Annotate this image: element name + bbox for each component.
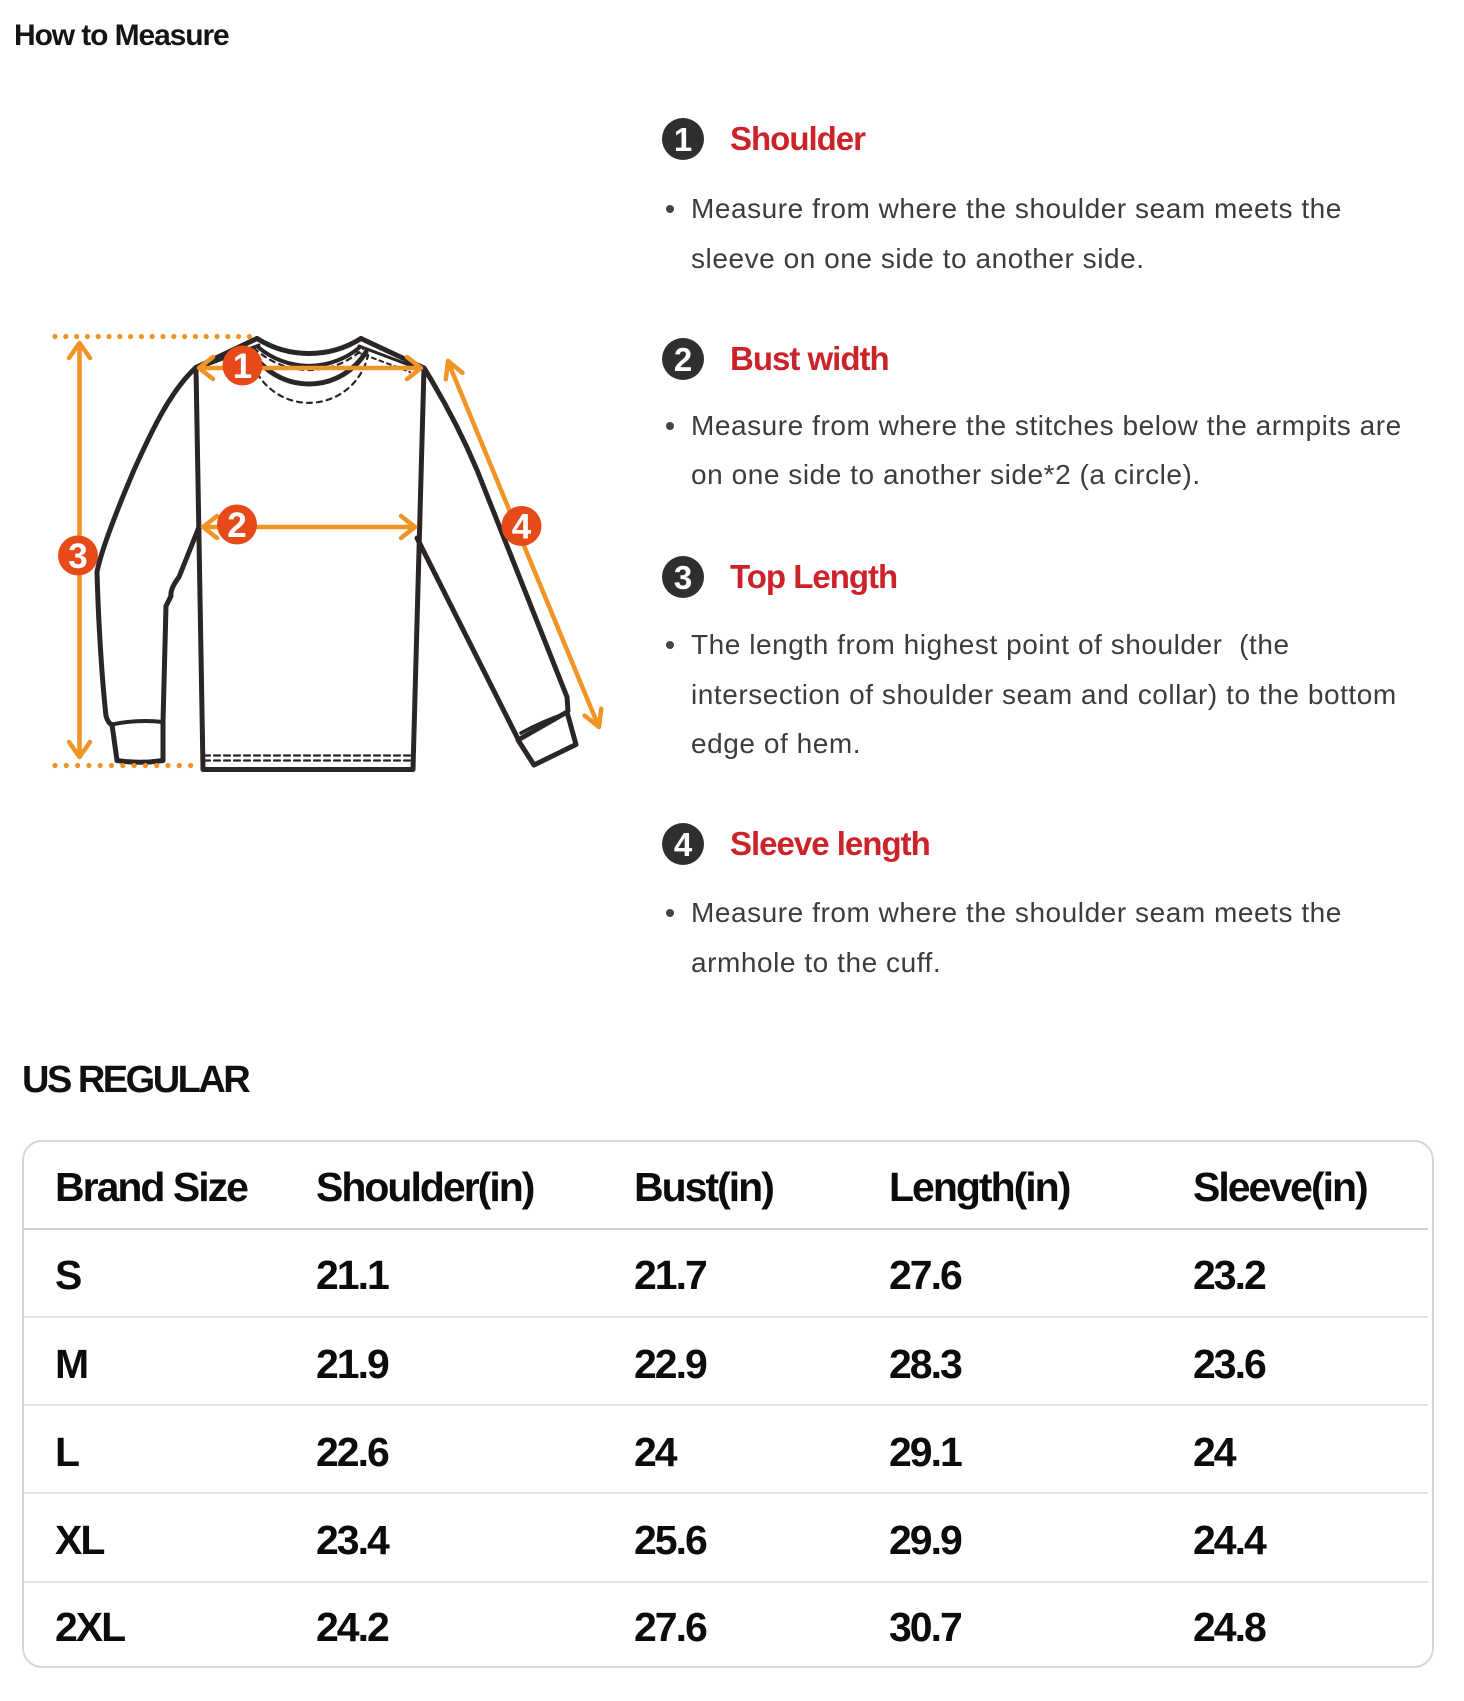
svg-text:4: 4	[512, 508, 532, 547]
svg-text:2: 2	[227, 506, 246, 545]
svg-text:1: 1	[233, 347, 252, 386]
svg-text:3: 3	[68, 537, 87, 576]
